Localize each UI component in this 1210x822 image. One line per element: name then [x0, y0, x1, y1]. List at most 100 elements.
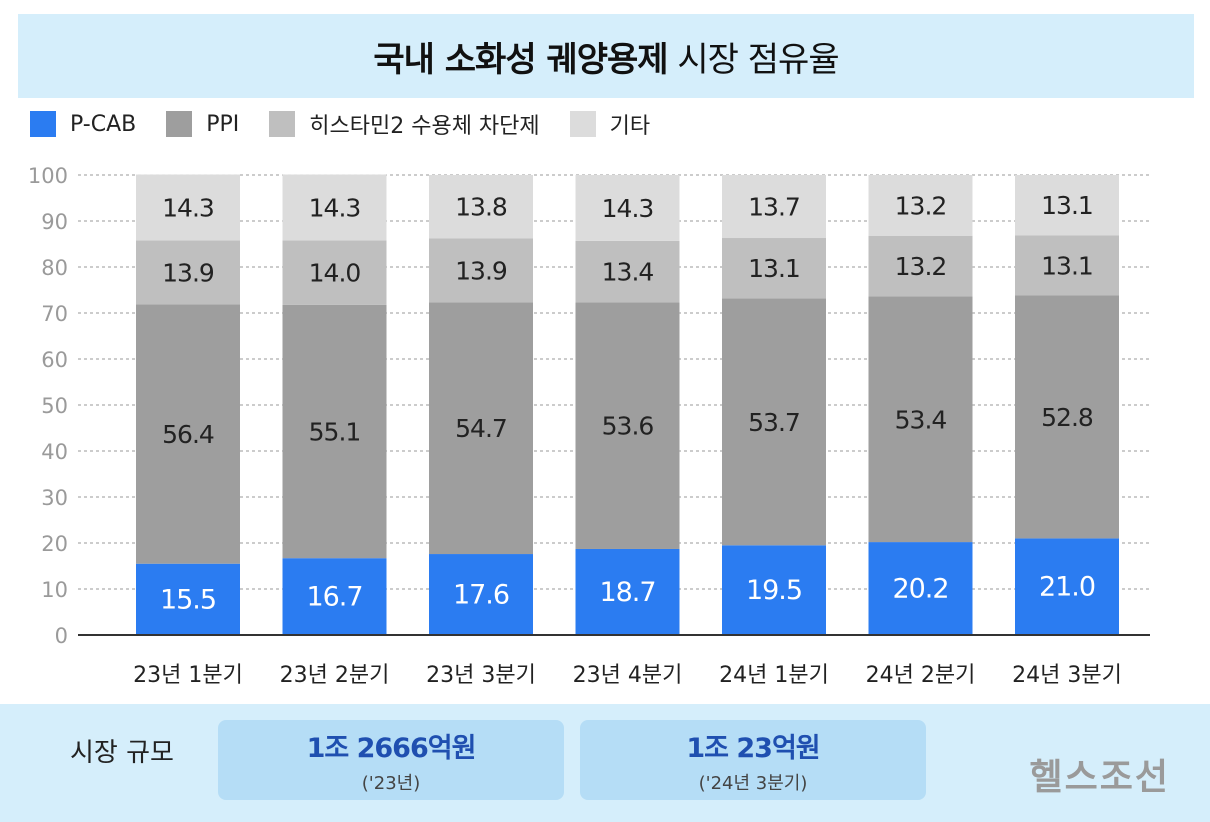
- publisher-logo: 헬스조선: [1029, 757, 1170, 798]
- bar-segment: [575, 175, 680, 241]
- data-label: 53.4: [895, 405, 947, 434]
- y-tick-label: 80: [41, 256, 68, 280]
- y-tick-label: 90: [41, 210, 68, 234]
- data-label: 14.3: [162, 193, 214, 222]
- data-label: 18.7: [599, 577, 655, 608]
- legend-label-pcab: P-CAB: [70, 111, 137, 137]
- data-label: 14.3: [602, 194, 654, 223]
- bar-segment: [1015, 295, 1119, 539]
- legend-swatch-ppi: [166, 111, 193, 137]
- bar-segment: [1015, 175, 1119, 236]
- data-label: 15.5: [160, 584, 216, 615]
- title-bold: 국내 소화성 궤양용제: [373, 39, 668, 80]
- data-label: 13.1: [1041, 251, 1093, 280]
- data-label: 16.7: [306, 582, 362, 613]
- data-label: 13.9: [455, 256, 507, 285]
- y-tick-label: 100: [28, 164, 68, 188]
- data-label: 17.6: [453, 580, 509, 611]
- x-tick-label: 23년 2분기: [280, 663, 390, 688]
- bar-segment: [282, 174, 387, 241]
- bar-segment: [1015, 538, 1119, 635]
- bar-segment: [722, 298, 826, 546]
- y-tick-label: 20: [41, 532, 68, 556]
- title-rest: 시장 점유율: [677, 39, 839, 80]
- x-tick-label: 24년 2분기: [866, 663, 976, 688]
- bar-segment: [136, 174, 240, 241]
- bar-segment: [282, 558, 387, 635]
- legend-item-pcab: P-CAB: [30, 111, 136, 137]
- bar-segment: [868, 175, 973, 236]
- bar-segment: [868, 542, 973, 635]
- data-label: 21.0: [1039, 572, 1095, 603]
- data-label: 53.7: [748, 408, 800, 437]
- bar-segment: [429, 238, 533, 303]
- title-banner: 국내 소화성 궤양용제 시장 점유율: [18, 14, 1194, 98]
- data-label: 54.7: [455, 414, 507, 443]
- market-size-2023-box: 1조 2666억원 ('23년): [218, 720, 564, 800]
- y-tick-label: 60: [41, 348, 68, 372]
- data-label: 13.1: [1041, 191, 1093, 220]
- legend-item-ppi: PPI: [166, 111, 239, 137]
- data-label: 13.8: [455, 193, 507, 222]
- data-label: 13.4: [602, 258, 654, 287]
- market-size-2024q3-period: ('24년 3분기): [698, 772, 808, 794]
- data-label: 55.1: [309, 417, 361, 446]
- data-label: 53.6: [602, 412, 654, 441]
- data-label: 14.3: [309, 193, 361, 222]
- x-tick-label: 23년 4분기: [573, 663, 683, 688]
- bar-segment: [868, 235, 973, 297]
- bar-segment: [136, 563, 240, 635]
- y-tick-label: 0: [55, 624, 68, 648]
- bar-segment: [575, 302, 680, 549]
- legend-label-ppi: PPI: [206, 111, 240, 137]
- bar-segment: [282, 304, 387, 559]
- y-tick-label: 50: [41, 394, 68, 418]
- chart-title: 국내 소화성 궤양용제 시장 점유율: [373, 32, 839, 81]
- legend-swatch-h2ra: [269, 111, 296, 137]
- market-size-2023-value: 1조 2666억원: [306, 732, 477, 764]
- data-label: 19.5: [746, 575, 802, 606]
- legend-swatch-pcab: [30, 111, 56, 137]
- x-tick-label: 24년 3분기: [1012, 663, 1122, 688]
- y-tick-label: 40: [41, 440, 68, 464]
- bar-segment: [1015, 235, 1119, 296]
- market-size-2023-period: ('23년): [361, 772, 421, 794]
- bar-segment: [722, 175, 826, 239]
- bar-segment: [282, 240, 387, 305]
- bar-segment: [722, 545, 826, 635]
- legend-label-other: 기타: [609, 114, 651, 139]
- data-label: 13.9: [162, 258, 214, 287]
- market-size-footer: 시장 규모 1조 2666억원 ('23년) 1조 23억원 ('24년 3분기…: [0, 704, 1210, 822]
- bar-segment: [429, 175, 533, 239]
- data-label: 52.8: [1041, 403, 1093, 432]
- data-label: 14.0: [309, 259, 361, 288]
- x-tick-label: 23년 3분기: [426, 663, 536, 688]
- bar-segment: [429, 302, 533, 555]
- bar-segment: [575, 548, 680, 635]
- y-tick-label: 70: [41, 302, 68, 326]
- market-size-label: 시장 규모: [70, 738, 174, 768]
- data-label: 20.2: [892, 574, 948, 605]
- legend-item-h2ra: 히스타민2 수용체 차단제: [269, 108, 540, 140]
- bar-segment: [136, 240, 240, 305]
- bar-segment: [868, 296, 973, 543]
- data-label: 13.1: [748, 254, 800, 283]
- legend-label-h2ra: 히스타민2 수용체 차단제: [309, 114, 540, 139]
- legend-item-other: 기타: [569, 108, 651, 140]
- data-label: 13.2: [895, 252, 947, 281]
- y-tick-label: 10: [41, 578, 68, 602]
- data-label: 13.2: [895, 191, 947, 220]
- legend: P-CAB PPI 히스타민2 수용체 차단제 기타: [30, 106, 650, 142]
- bar-segment: [575, 240, 680, 303]
- bar-segment: [722, 238, 826, 299]
- market-size-2024q3-value: 1조 23억원: [686, 732, 820, 764]
- x-tick-label: 24년 1분기: [719, 663, 829, 688]
- market-size-2024q3-box: 1조 23억원 ('24년 3분기): [580, 720, 926, 800]
- stacked-bar-chart: 0 10 20 30 40 50 60 70 80 90 100 15.5 56.4 13.9 14.3 23…: [28, 164, 1150, 688]
- bar-segment: [429, 554, 533, 635]
- y-tick-label: 30: [41, 486, 68, 510]
- x-tick-label: 23년 1분기: [133, 663, 243, 688]
- bar-segment: [136, 304, 240, 564]
- data-label: 13.7: [748, 193, 800, 222]
- legend-swatch-other: [569, 111, 596, 137]
